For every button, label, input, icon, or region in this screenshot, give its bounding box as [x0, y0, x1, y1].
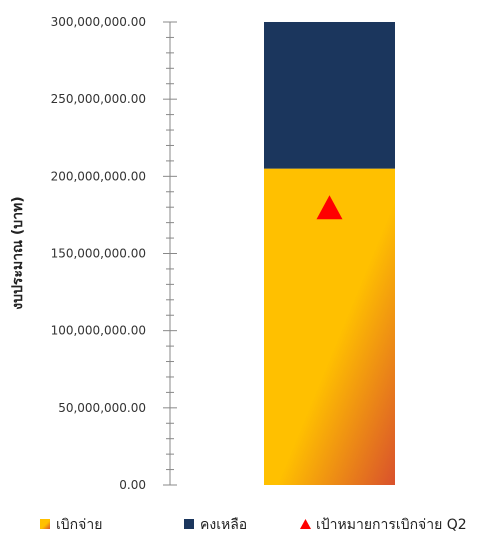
y-axis-title: งบประมาณ (บาท): [10, 196, 26, 309]
y-tick-label: 50,000,000.00: [58, 401, 146, 415]
target-marker: [316, 195, 343, 220]
y-axis: 0.00 50,000,000.00 100,000,000.00 150,000,0…: [51, 15, 177, 492]
legend-label-target: เป้าหมายการเบิกจ่าย Q2: [316, 517, 467, 533]
legend-swatch-disbursed: [40, 519, 50, 529]
legend-label-disbursed: เบิกจ่าย: [56, 517, 102, 533]
y-tick-label: 300,000,000.00: [51, 15, 146, 29]
legend-swatch-target: [300, 519, 311, 529]
y-tick-label: 150,000,000.00: [51, 247, 146, 261]
bars: [264, 22, 395, 485]
y-tick-label: 100,000,000.00: [51, 324, 146, 338]
legend-swatch-remaining: [184, 519, 194, 529]
legend: เบิกจ่าย คงเหลือ เป้าหมายการเบิกจ่าย Q2: [40, 517, 467, 533]
bar-disbursed: [264, 168, 395, 485]
y-tick-label: 200,000,000.00: [51, 169, 146, 183]
legend-label-remaining: คงเหลือ: [200, 517, 247, 533]
target-markers: [316, 195, 343, 220]
bar-remaining: [264, 22, 395, 169]
y-tick-label: 0.00: [119, 478, 146, 492]
y-tick-label: 250,000,000.00: [51, 92, 146, 106]
